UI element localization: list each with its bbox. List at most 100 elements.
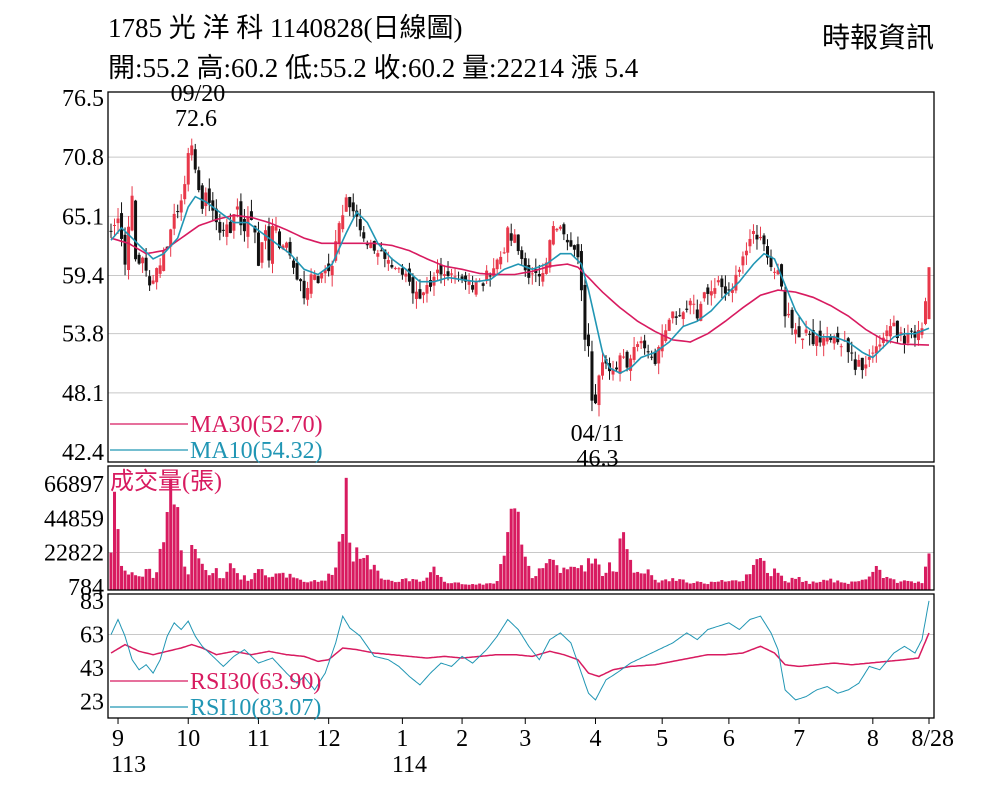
volume-bar — [256, 569, 260, 590]
volume-tick-label: 22822 — [44, 541, 104, 567]
candle-body — [864, 364, 868, 369]
candle-body — [390, 265, 394, 268]
volume-bar — [267, 577, 271, 590]
volume-bar — [537, 568, 541, 590]
candle-body — [214, 208, 218, 223]
candle-body — [523, 258, 527, 271]
candle-body — [586, 334, 590, 347]
volume-bar — [674, 580, 678, 590]
volume-bar — [878, 569, 882, 590]
candle-body — [678, 315, 682, 317]
candle-body — [246, 216, 250, 237]
candle-body — [134, 200, 138, 260]
volume-bar — [681, 579, 685, 590]
candle-body — [516, 234, 520, 252]
volume-bar — [260, 569, 264, 590]
volume-bar — [853, 581, 857, 590]
volume-bar — [916, 581, 920, 590]
candle-body — [762, 235, 766, 245]
candle-body — [685, 308, 689, 310]
volume-bar — [874, 565, 878, 590]
candle-body — [428, 280, 432, 287]
candle-body — [443, 274, 447, 276]
volume-bar — [207, 575, 211, 590]
legend-label: MA10(54.32) — [190, 438, 323, 464]
volume-bar — [179, 550, 183, 590]
volume-bar — [615, 571, 619, 590]
low-date-label: 04/11 — [571, 421, 625, 447]
volume-bar — [727, 581, 731, 590]
candle-body — [541, 273, 545, 282]
volume-bar — [190, 544, 194, 590]
ma30-line — [110, 214, 930, 346]
candle-body — [787, 313, 791, 316]
candle-body — [218, 221, 222, 233]
volume-bar — [699, 581, 703, 590]
volume-bar — [923, 566, 927, 590]
volume-bar — [867, 576, 871, 590]
candle-body — [509, 233, 513, 241]
candle-body — [748, 238, 752, 247]
candle-body — [857, 359, 861, 367]
candle-body — [636, 344, 640, 347]
volume-bar — [239, 579, 243, 590]
candle-body — [270, 225, 274, 264]
source-label: 時報資訊 — [821, 23, 934, 54]
volume-bar — [253, 572, 257, 590]
candle-body — [365, 244, 369, 246]
candle-body — [292, 260, 296, 268]
volume-bar — [109, 552, 113, 590]
volume-bar — [864, 579, 868, 590]
volume-bar — [713, 582, 717, 590]
volume-bar — [225, 571, 229, 590]
volume-bar — [572, 566, 576, 590]
volume-bar — [544, 563, 548, 590]
volume-bar — [909, 581, 913, 590]
candle-body — [158, 265, 162, 274]
candle-body — [829, 336, 833, 341]
volume-bar — [730, 580, 734, 590]
volume-bar — [274, 573, 278, 590]
candle-body — [492, 268, 496, 277]
volume-bar — [330, 574, 334, 590]
volume-bar — [625, 549, 629, 590]
candle-body — [488, 275, 492, 277]
volume-bar — [755, 559, 759, 590]
volume-bar — [386, 579, 390, 590]
volume-bar — [530, 578, 534, 590]
candle-body — [337, 223, 341, 245]
candle-body — [537, 274, 541, 277]
candle-body — [723, 286, 727, 294]
candle-body — [867, 356, 871, 360]
volume-bar — [850, 581, 854, 590]
candle-body — [653, 351, 657, 364]
volume-bar — [881, 578, 885, 590]
candle-body — [804, 329, 808, 333]
volume-bar — [527, 565, 531, 590]
volume-bar — [632, 572, 636, 590]
volume-bar — [562, 567, 566, 590]
volume-bar — [748, 574, 752, 590]
candle-body — [471, 285, 475, 290]
candle-body — [766, 246, 770, 258]
volume-bar — [579, 565, 583, 590]
rsi-legend-label: RSI10(83.07) — [190, 695, 321, 721]
candle-body — [650, 356, 654, 358]
volume-bar — [464, 584, 468, 590]
volume-bar — [235, 573, 239, 590]
volume-bar — [432, 566, 436, 590]
volume-bar — [137, 576, 141, 590]
candle-body — [688, 300, 692, 306]
volume-bar — [839, 582, 843, 590]
volume-bar — [323, 580, 327, 590]
volume-bar — [316, 581, 320, 590]
candle-body — [794, 329, 798, 335]
candle-body — [421, 292, 425, 296]
candle-body — [506, 227, 510, 253]
volume-bar — [379, 578, 383, 590]
candle-body — [773, 271, 777, 273]
candle-body — [137, 254, 141, 264]
volume-bar — [773, 568, 777, 590]
volume-bar — [695, 581, 699, 590]
